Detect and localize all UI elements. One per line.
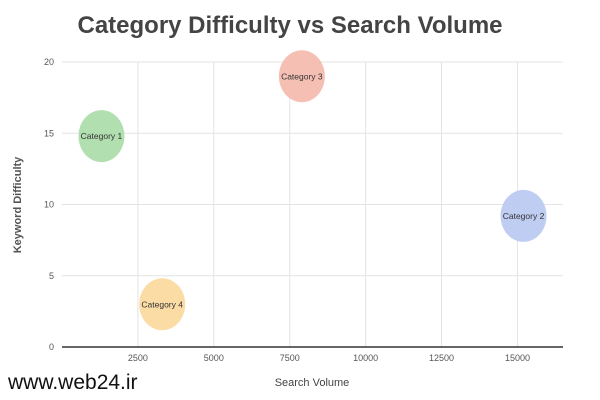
- data-label: Category 2: [503, 211, 545, 221]
- y-tick-label: 20: [44, 57, 54, 67]
- watermark-text: www.web24.ir: [8, 371, 138, 394]
- chart-title: Category Difficulty vs Search Volume: [77, 12, 503, 39]
- tick-labels: 0 5 10 15 20 2500 5000 7500 10000 12500 15000: [44, 57, 530, 363]
- data-point: [500, 189, 547, 242]
- data-label: Category 3: [281, 71, 323, 81]
- data-point: [278, 50, 325, 103]
- x-tick-label: 15000: [505, 353, 530, 363]
- y-tick-label: 10: [44, 200, 54, 210]
- x-tick-label: 7500: [280, 353, 300, 363]
- y-tick-label: 0: [49, 342, 54, 352]
- gridlines: [62, 61, 563, 347]
- x-axis-label: Search Volume: [274, 377, 350, 389]
- data-point: [78, 110, 125, 163]
- x-tick-label: 5000: [204, 353, 224, 363]
- data-label: Category 4: [141, 299, 183, 309]
- x-tick-label: 10000: [353, 353, 378, 363]
- y-axis-label: Keyword Difficulty: [12, 156, 24, 254]
- x-tick-label: 12500: [429, 353, 454, 363]
- y-tick-label: 5: [49, 271, 54, 281]
- data-points: Category 1 Category 2 Category 3 Category 4: [78, 50, 547, 331]
- data-point: [139, 278, 186, 331]
- y-tick-label: 15: [44, 128, 54, 138]
- x-tick-label: 2500: [128, 353, 148, 363]
- data-label: Category 1: [81, 131, 123, 141]
